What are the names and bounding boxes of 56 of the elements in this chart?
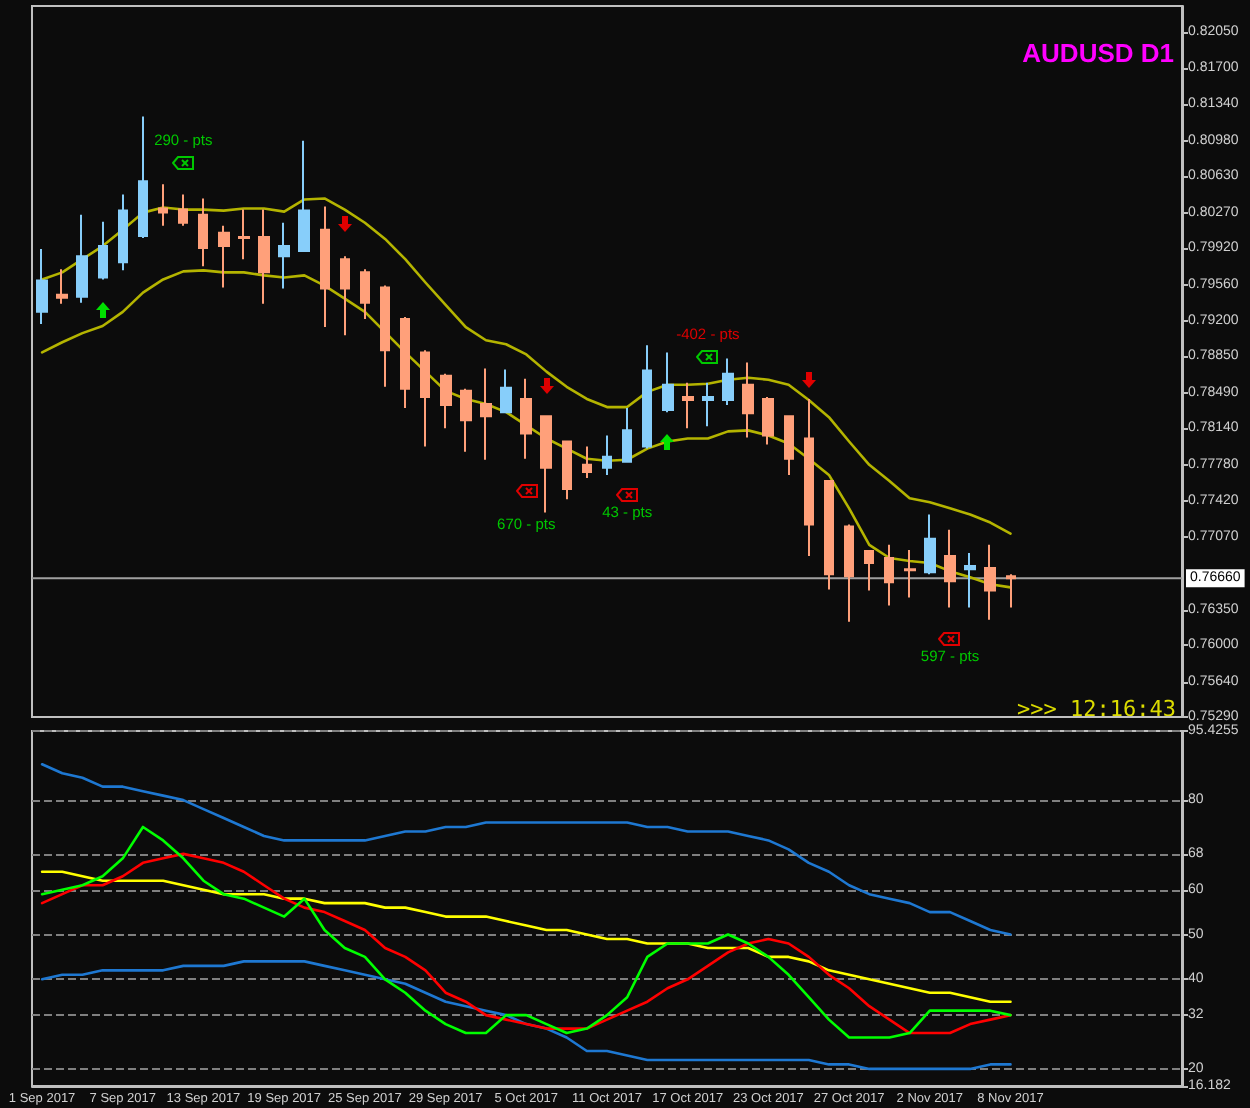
candlestick bbox=[540, 414, 552, 514]
candlestick bbox=[278, 221, 290, 290]
candlestick bbox=[642, 344, 652, 450]
candlestick bbox=[178, 193, 188, 227]
candlestick bbox=[440, 372, 452, 430]
annotation: >>> 12:16:43 bbox=[1017, 696, 1177, 722]
line-series bbox=[40, 762, 1012, 936]
candlestick bbox=[420, 349, 430, 448]
candlestick bbox=[500, 368, 512, 415]
candlestick bbox=[198, 197, 208, 268]
candlestick bbox=[824, 479, 834, 591]
candlestick bbox=[400, 315, 410, 410]
candlestick bbox=[964, 551, 976, 609]
candlestick bbox=[340, 255, 350, 337]
candlestick bbox=[360, 268, 370, 320]
candlestick bbox=[944, 528, 956, 609]
candlestick bbox=[884, 543, 894, 607]
candlestick bbox=[76, 213, 88, 304]
candlestick bbox=[924, 513, 936, 576]
line-series bbox=[40, 269, 1012, 589]
candlestick bbox=[582, 445, 592, 479]
candlestick bbox=[520, 377, 532, 460]
candlestick bbox=[722, 357, 734, 407]
candlestick bbox=[258, 208, 270, 305]
candlestick bbox=[602, 434, 612, 476]
candlestick bbox=[98, 220, 108, 281]
candlestick bbox=[320, 205, 330, 329]
candlestick bbox=[662, 351, 674, 414]
candlestick bbox=[702, 381, 714, 428]
text: AUDUSD D1 bbox=[1022, 38, 1174, 68]
candlestick bbox=[864, 548, 874, 592]
candlestick bbox=[622, 407, 632, 464]
candlestick bbox=[238, 208, 250, 261]
candlestick bbox=[138, 115, 148, 239]
candlestick bbox=[762, 395, 774, 446]
line-series bbox=[40, 870, 1012, 1003]
candlestick bbox=[56, 268, 68, 305]
candlestick bbox=[904, 548, 916, 599]
line-series bbox=[40, 960, 1012, 1071]
candlestick bbox=[480, 367, 492, 461]
candlestick bbox=[380, 284, 390, 388]
candlestick bbox=[562, 439, 572, 501]
candlestick bbox=[118, 193, 128, 272]
candlestick bbox=[460, 387, 472, 453]
candlestick bbox=[158, 183, 168, 227]
candlestick bbox=[804, 397, 814, 557]
candlestick bbox=[984, 543, 996, 621]
candlestick bbox=[1006, 573, 1016, 609]
candlestick bbox=[844, 523, 854, 623]
candlestick bbox=[682, 381, 694, 430]
candlestick bbox=[298, 139, 310, 254]
candlestick bbox=[36, 248, 48, 326]
candlestick bbox=[784, 414, 794, 476]
candlestick bbox=[218, 224, 230, 289]
line-series bbox=[40, 197, 1012, 535]
candlestick bbox=[742, 361, 754, 439]
